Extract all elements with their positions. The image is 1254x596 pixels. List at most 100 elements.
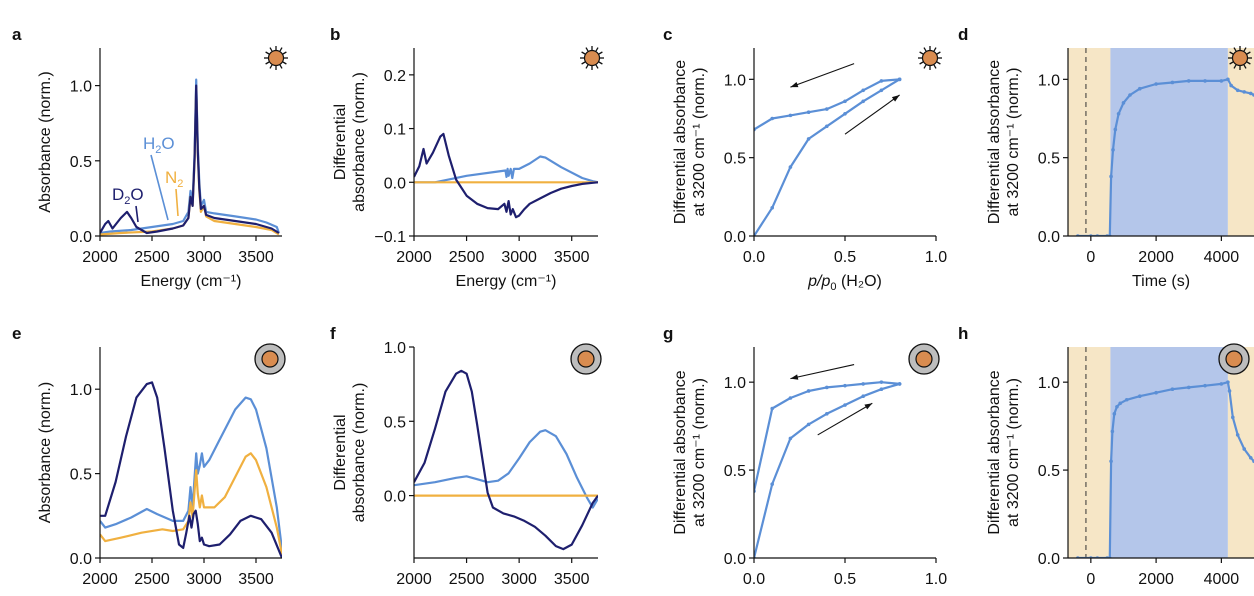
data-point (1186, 385, 1191, 390)
y-tick-label: 0.0 (384, 489, 406, 506)
y-axis-label: absorbance (norm.) (351, 72, 368, 212)
sun-ray (585, 47, 589, 52)
y-tick-label: −0.1 (374, 229, 406, 246)
sun-sphere-icon (918, 46, 942, 70)
sphere-core (921, 49, 939, 67)
x-tick-label: 0.5 (834, 249, 856, 266)
series-line-adsorption (754, 382, 900, 558)
series-line-h2o (414, 155, 598, 184)
panel-letter: g (663, 324, 673, 343)
data-point (1121, 101, 1126, 105)
data-point (1242, 90, 1247, 94)
data-point (861, 88, 865, 93)
desorption-arrow (790, 364, 855, 380)
series-line-adsorption (754, 78, 901, 236)
shaded-band (1110, 347, 1228, 558)
annotation-n2: N2 (165, 168, 183, 190)
hysteresis-arrows (790, 364, 873, 436)
data-point (788, 436, 793, 441)
data-point (1226, 380, 1230, 384)
series-line-kinetics (1077, 381, 1254, 558)
plot-area (754, 380, 902, 558)
sphere-core (915, 350, 933, 368)
sphere-core (261, 350, 279, 368)
panel-c: 0.0 0.5 1.0 0.0 0.5 1.0 p/p0 (H₂O) Differential… (663, 25, 947, 293)
x-tick-label: 2500 (134, 571, 170, 588)
sun-ray (265, 61, 270, 65)
data-point (1203, 79, 1207, 83)
data-point (770, 482, 774, 486)
x-tick-label: 3000 (501, 249, 537, 266)
sun-ray (936, 61, 941, 65)
data-point (897, 77, 902, 82)
desorption-arrow-head (790, 81, 799, 88)
x-tick-label: 3500 (238, 249, 274, 266)
panel-letter: d (958, 25, 968, 44)
data-point (1124, 397, 1129, 402)
data-point (1154, 82, 1158, 86)
sun-ray (923, 47, 927, 52)
sun-ray (581, 61, 586, 65)
data-point (1248, 91, 1253, 96)
x-tick-label: 2500 (449, 249, 485, 266)
y-axis-label: Differential absorbance (986, 370, 1003, 534)
panel-letter: e (12, 324, 21, 343)
data-point (1137, 86, 1142, 91)
data-point (1128, 93, 1132, 97)
y-axis-label: at 3200 cm⁻¹ (norm.) (1005, 68, 1022, 217)
data-point (1235, 88, 1240, 93)
series-line-d2o (100, 84, 280, 235)
annotation-d2o: D2O (112, 185, 144, 207)
panel-a: 2000 2500 3000 3500 0.0 0.5 1.0 Energy (cm⁻¹) Ab… (12, 25, 288, 290)
x-tick-label: 0 (1086, 571, 1095, 588)
y-tick-label: 1.0 (1038, 72, 1060, 89)
data-point (861, 382, 865, 386)
plot-area (414, 369, 598, 551)
sun-ray (923, 64, 927, 69)
panel-b: 2000 2500 3000 3500 −0.1 0.0 0.1 0.2 Energy (cm⁻… (330, 25, 604, 290)
data-point (806, 389, 811, 393)
y-axis-label: at 3200 cm⁻¹ (norm.) (1005, 378, 1022, 527)
data-point (1170, 387, 1175, 392)
y-tick-label: 0.5 (1038, 463, 1060, 480)
sun-ray (1229, 61, 1234, 65)
plot-area (754, 77, 902, 236)
sun-ray (919, 61, 924, 65)
plot-area (100, 381, 282, 558)
desorption-arrow (790, 63, 855, 88)
sun-ray (598, 51, 603, 55)
x-axis-label: Energy (cm⁻¹) (141, 273, 242, 290)
series-line-h2o (100, 396, 282, 550)
y-tick-label: 0.0 (1038, 551, 1060, 568)
y-tick-label: 0.0 (70, 551, 92, 568)
plot-area (100, 78, 280, 236)
y-tick-label: 0.0 (724, 551, 746, 568)
y-axis-label: Differential absorbance (672, 60, 689, 224)
data-point (879, 79, 884, 83)
data-point (879, 380, 884, 384)
y-tick-label: 1.0 (724, 375, 746, 392)
data-point (1110, 429, 1115, 434)
shaded-band (1227, 48, 1254, 236)
data-point (1109, 174, 1113, 179)
data-point (879, 387, 884, 392)
x-axis-label: Time (s) (1132, 273, 1190, 290)
data-point (843, 403, 847, 407)
core-shell-sphere-icon (570, 343, 602, 375)
y-tick-label: 0.5 (70, 154, 92, 171)
x-tick-label: 3000 (186, 571, 222, 588)
data-point (1229, 83, 1233, 88)
x-tick-label: 0.5 (834, 571, 856, 588)
annotation-leader-n2 (175, 188, 179, 217)
sun-ray (919, 51, 924, 55)
sun-ray (279, 64, 283, 69)
x-tick-label: 2000 (396, 249, 432, 266)
data-point (843, 383, 847, 388)
y-tick-label: 0.5 (70, 467, 92, 484)
hysteresis-arrows (790, 63, 900, 135)
core-shell-sphere-icon (908, 343, 940, 375)
data-point (1112, 412, 1117, 416)
y-tick-label: 0.0 (70, 229, 92, 246)
plot-area (1068, 48, 1254, 236)
sun-ray (933, 64, 937, 69)
